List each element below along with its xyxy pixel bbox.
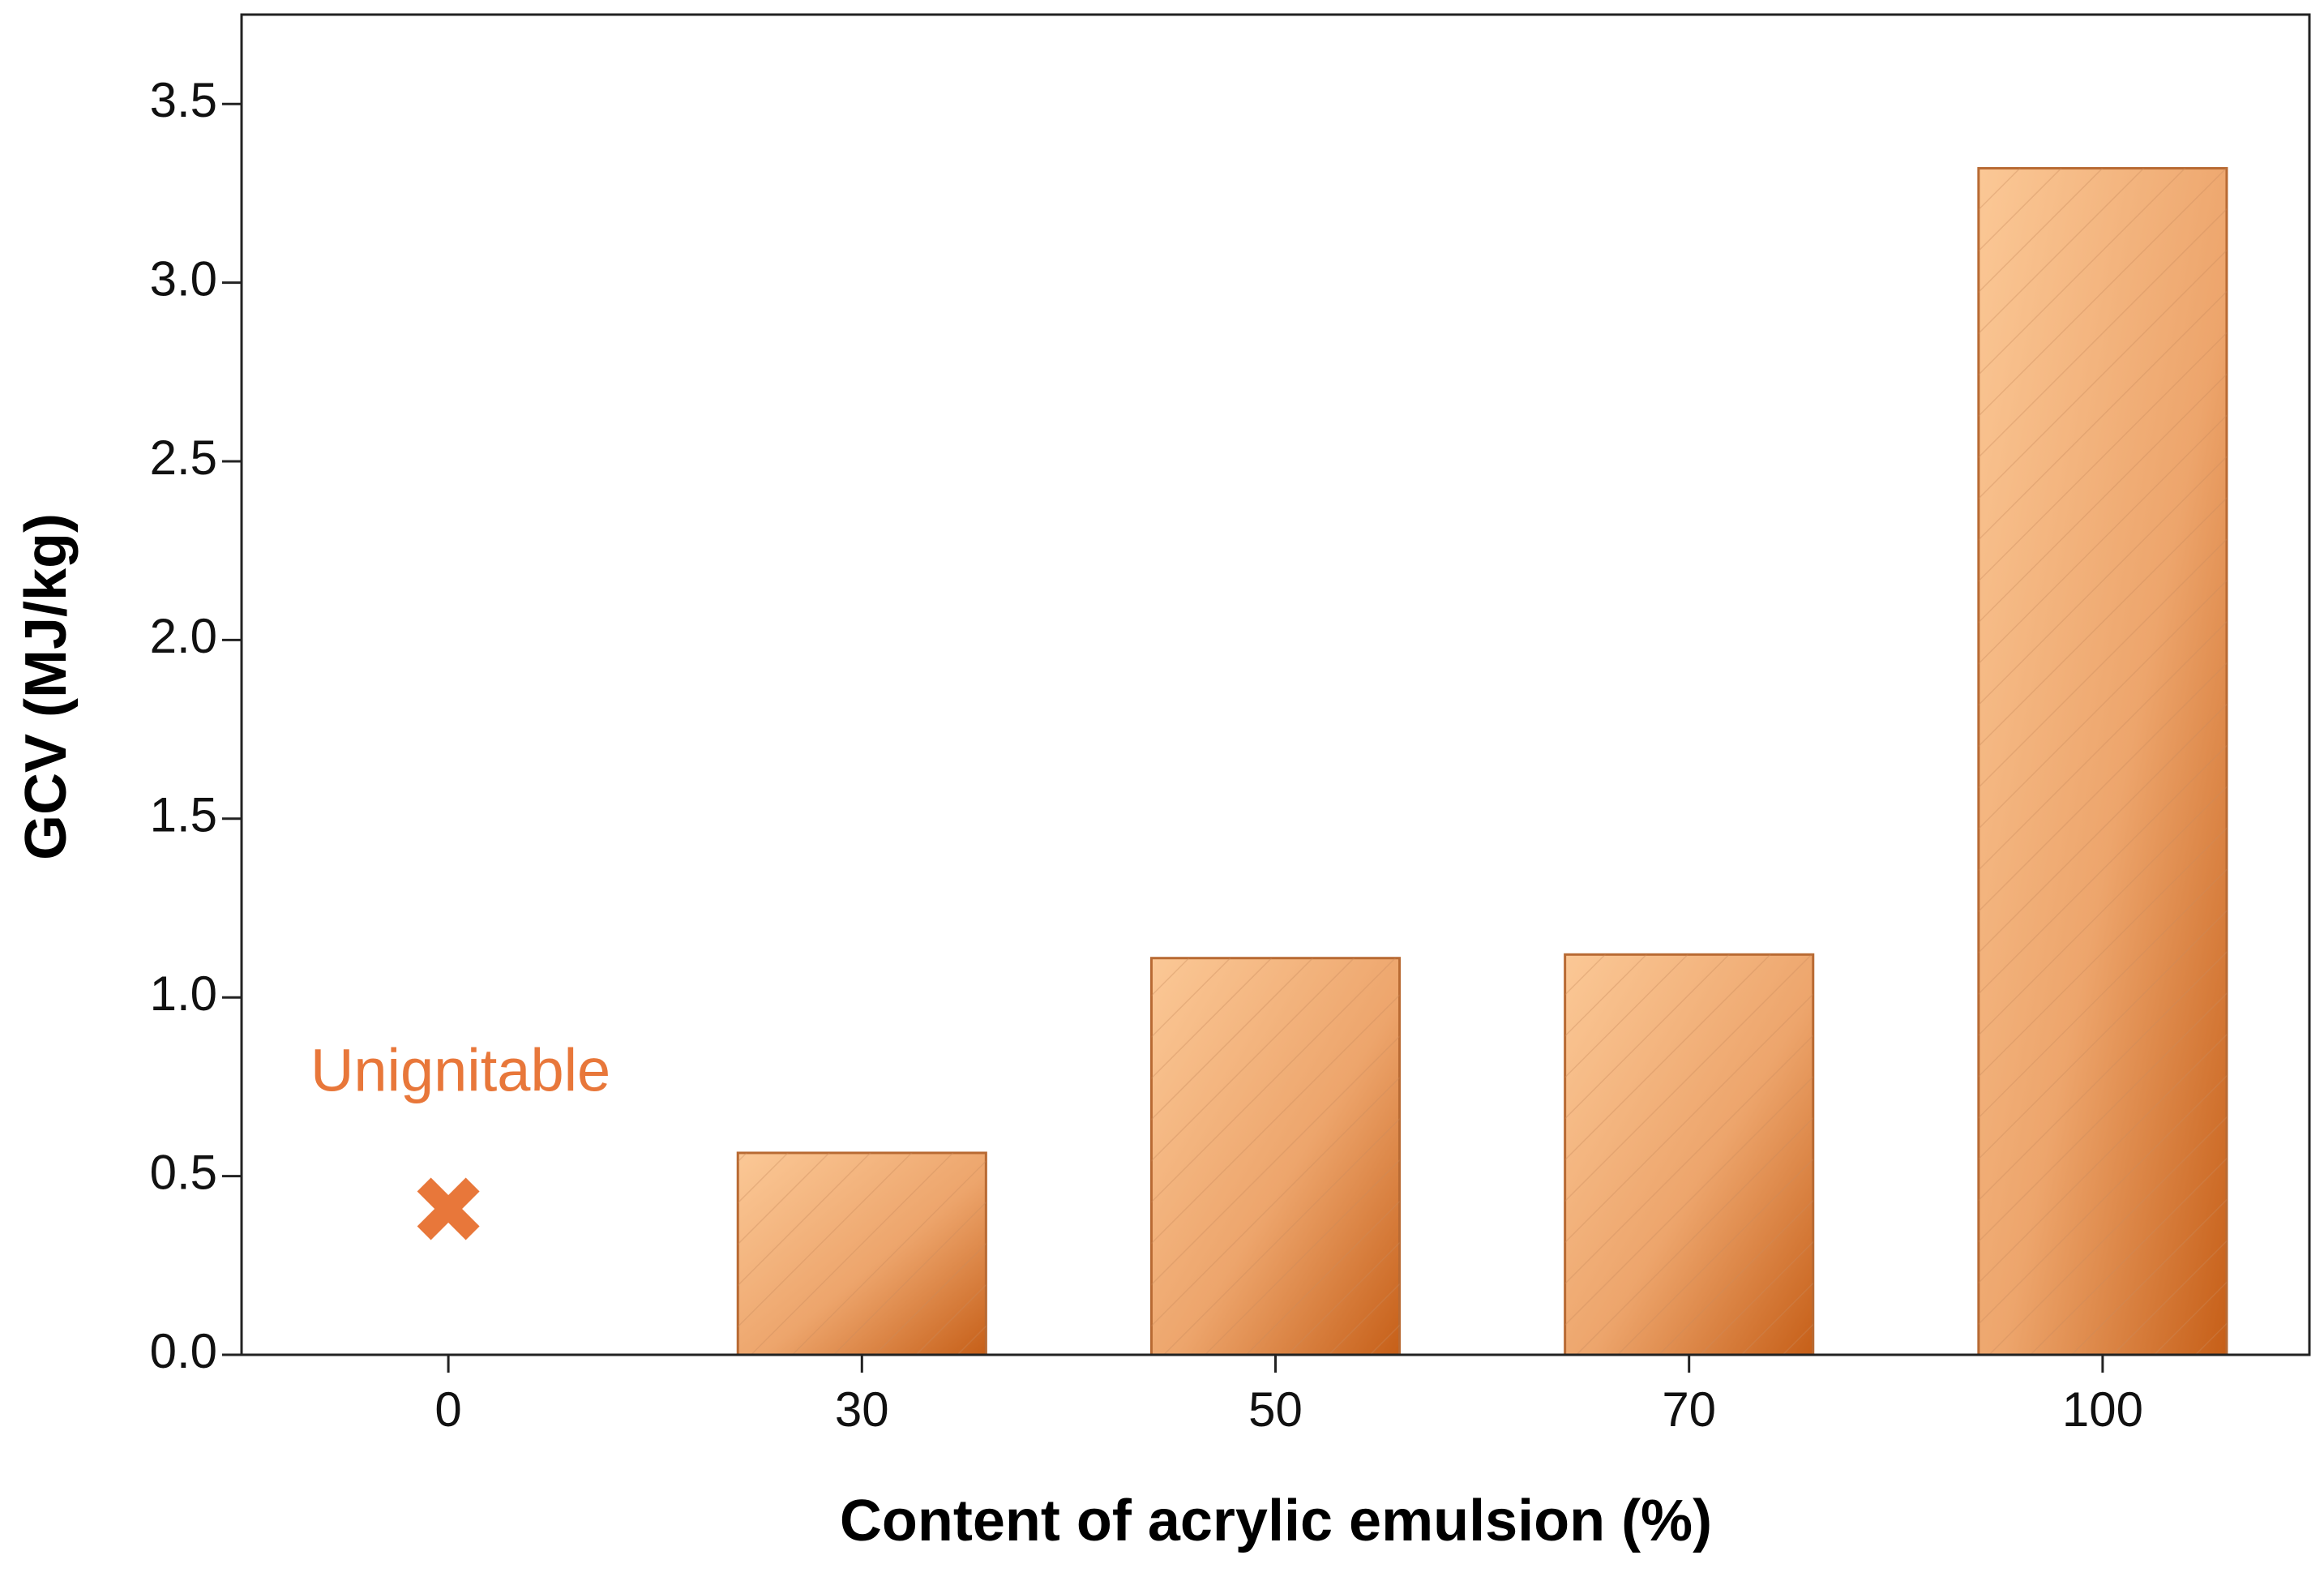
x-tick-label: 0	[434, 1382, 461, 1437]
plot-frame	[240, 13, 2311, 1356]
annotation: Unignitable	[310, 1037, 610, 1104]
y-tick-label: 0.5	[150, 1145, 217, 1199]
bar-hatch	[1151, 958, 1400, 1355]
y-tick-label: 1.0	[150, 966, 217, 1021]
y-tick-label: 3.0	[150, 251, 217, 306]
y-tick-label: 3.5	[150, 73, 217, 127]
x-tick-label: 30	[835, 1382, 889, 1437]
x-tick-label: 100	[2062, 1382, 2143, 1437]
bar-hatch	[1564, 954, 1813, 1355]
x-tick-label: 50	[1248, 1382, 1303, 1437]
y-tick-label: 2.5	[150, 431, 217, 485]
x-tick-label: 70	[1662, 1382, 1716, 1437]
y-axis-title: GCV (MJ/kg)	[14, 513, 79, 860]
x-axis-title: Content of acrylic emulsion (%)	[840, 1489, 1712, 1553]
bar-hatch	[1978, 168, 2227, 1356]
y-tick-label: 2.0	[150, 609, 217, 663]
bar-hatch	[738, 1152, 987, 1355]
y-tick-label: 0.0	[150, 1324, 217, 1378]
unignitable-marker	[417, 1177, 480, 1240]
y-tick-label: 1.5	[150, 788, 217, 842]
